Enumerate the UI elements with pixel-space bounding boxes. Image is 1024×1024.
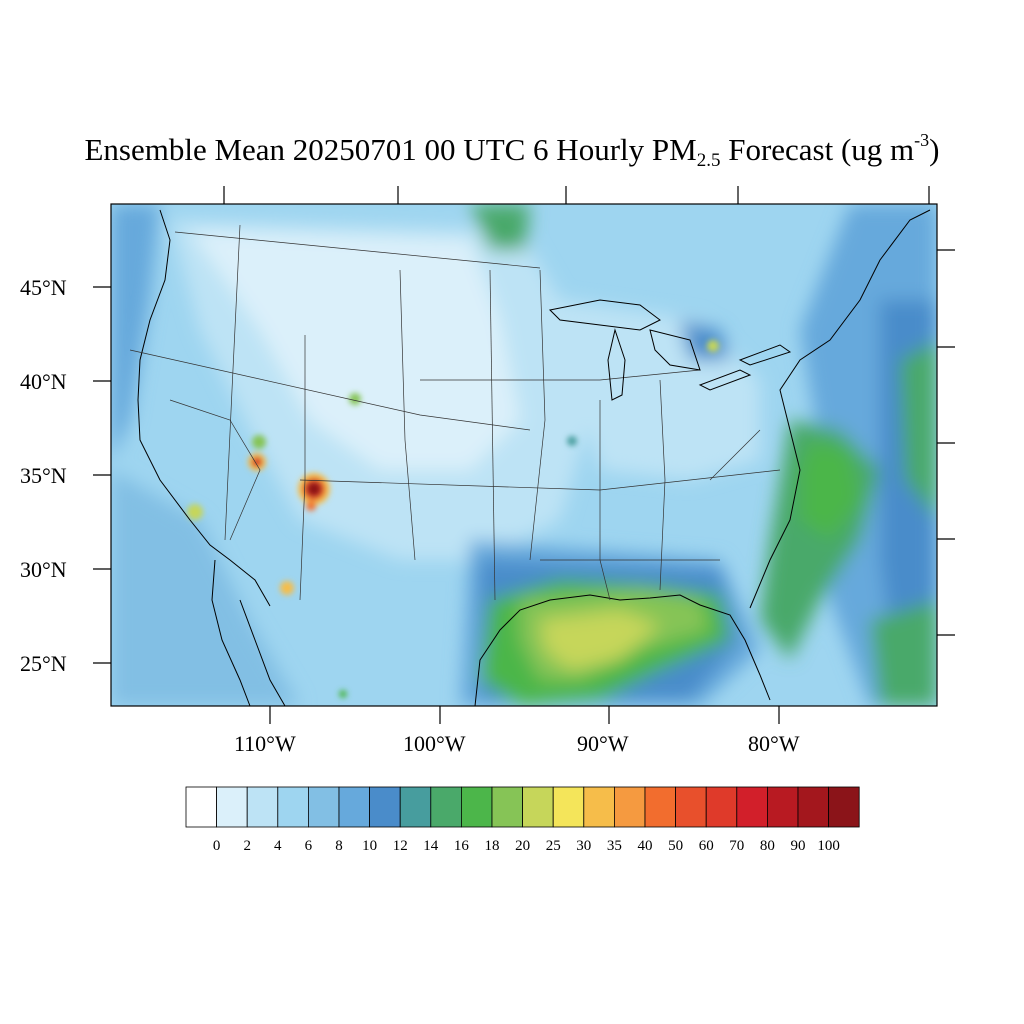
- lat-label: 40°N: [20, 369, 67, 394]
- lat-label: 30°N: [20, 557, 67, 582]
- top-ticks: [223, 186, 930, 204]
- colorbar-tick-label: 60: [698, 838, 714, 854]
- colorbar-swatch: [185, 786, 218, 828]
- colorbar-swatch: [828, 786, 860, 828]
- colorbar-tick-label: 70: [729, 838, 745, 854]
- colorbar-swatch: [797, 786, 830, 828]
- colorbar-tick-label: 0: [212, 838, 221, 854]
- colorbar-swatch: [216, 786, 248, 828]
- colorbar-swatch: [430, 786, 462, 828]
- colorbar-swatch: [736, 786, 768, 828]
- lat-label: 45°N: [20, 275, 67, 300]
- colorbar-swatch: [307, 786, 340, 828]
- colorbar-swatch: [522, 786, 554, 828]
- colorbar-tick-label: 18: [484, 838, 500, 854]
- colorbar-swatch: [246, 786, 279, 828]
- concentration-field: [111, 204, 937, 706]
- colorbar-tick-label: 16: [453, 838, 469, 854]
- map-frame: [110, 203, 938, 707]
- colorbar-swatch: [399, 786, 432, 828]
- colorbar-swatch: [583, 786, 615, 828]
- colorbar-tick-label: 90: [790, 838, 806, 854]
- colorbar-tick-label: 4: [274, 838, 282, 854]
- coastlines: [137, 209, 931, 706]
- lon-ticks: [269, 706, 780, 724]
- lon-label: 110°W: [234, 731, 296, 756]
- colorbar-tick-label: 80: [759, 838, 775, 854]
- colorbar-tick-label: 35: [606, 838, 622, 854]
- lon-label: 90°W: [577, 731, 629, 756]
- colorbar-tick-label: 6: [304, 838, 313, 854]
- colorbar-tick-label: 2: [243, 838, 251, 854]
- lon-label: 100°W: [403, 731, 466, 756]
- map-title: Ensemble Mean 20250701 00 UTC 6 Hourly P…: [84, 130, 940, 171]
- colorbar-swatch: [705, 786, 738, 828]
- colorbar-tick-label: 14: [423, 838, 439, 854]
- state-borders: [129, 224, 781, 601]
- colorbar: [185, 786, 860, 828]
- colorbar-swatch: [338, 786, 371, 828]
- colorbar-swatch: [614, 786, 646, 828]
- colorbar-tick-label: 20: [515, 838, 531, 854]
- colorbar-swatch: [552, 786, 585, 828]
- colorbar-swatch: [460, 786, 493, 828]
- great-lakes: [548, 299, 792, 401]
- lat-ticks: [93, 286, 111, 664]
- lat-label: 35°N: [20, 463, 67, 488]
- colorbar-swatch: [644, 786, 677, 828]
- colorbar-tick-label: 12: [392, 838, 408, 854]
- right-ticks: [937, 249, 955, 636]
- colorbar-tick-label: 10: [362, 838, 378, 854]
- colorbar-tick-label: 40: [637, 838, 653, 854]
- colorbar-swatch: [369, 786, 401, 828]
- lon-label: 80°W: [748, 731, 800, 756]
- colorbar-tick-label: 25: [545, 838, 561, 854]
- colorbar-tick-label: 30: [576, 838, 592, 854]
- lat-label: 25°N: [20, 651, 67, 676]
- colorbar-tick-label: 8: [335, 838, 343, 854]
- colorbar-swatch: [675, 786, 707, 828]
- colorbar-swatch: [277, 786, 309, 828]
- colorbar-tick-label: 100: [817, 838, 840, 854]
- colorbar-swatch: [491, 786, 524, 828]
- colorbar-tick-label: 50: [668, 838, 684, 854]
- colorbar-swatch: [767, 786, 799, 828]
